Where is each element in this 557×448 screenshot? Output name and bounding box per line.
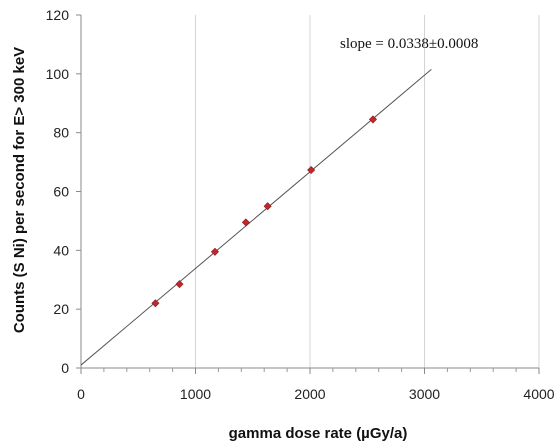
grid-lines	[195, 15, 540, 368]
data-point	[175, 280, 184, 289]
fit-line	[80, 69, 432, 366]
y-tick-label: 20	[53, 301, 69, 317]
data-point	[368, 115, 377, 124]
data-point	[263, 202, 272, 211]
y-tick-label: 60	[53, 184, 69, 200]
slope-annotation: slope = 0.0338±0.0008	[340, 36, 478, 52]
data-point	[210, 247, 219, 256]
y-tick-label: 120	[46, 7, 70, 23]
y-tick-label: 0	[61, 360, 69, 376]
data-point	[307, 166, 316, 175]
y-tick-label: 40	[53, 242, 69, 258]
x-axis-title: gamma dose rate (µGy/a)	[229, 425, 408, 442]
tick-marks	[76, 14, 540, 374]
data-series	[80, 69, 432, 366]
x-tick-label: 3000	[409, 386, 440, 402]
y-tick-label: 80	[53, 125, 69, 141]
x-tick-label: 1000	[180, 386, 211, 402]
x-tick-label: 0	[77, 386, 85, 402]
y-axis-title: Counts (S Ni) per second for E> 300 keV	[11, 47, 28, 333]
x-tick-label: 4000	[523, 386, 554, 402]
y-tick-label: 100	[46, 66, 70, 82]
x-tick-label: 2000	[294, 386, 325, 402]
data-point	[241, 218, 250, 227]
tick-labels: 0 20 40 60 80 100 120 0 1000 2000 3000 4000	[46, 7, 555, 402]
data-point	[151, 299, 160, 308]
